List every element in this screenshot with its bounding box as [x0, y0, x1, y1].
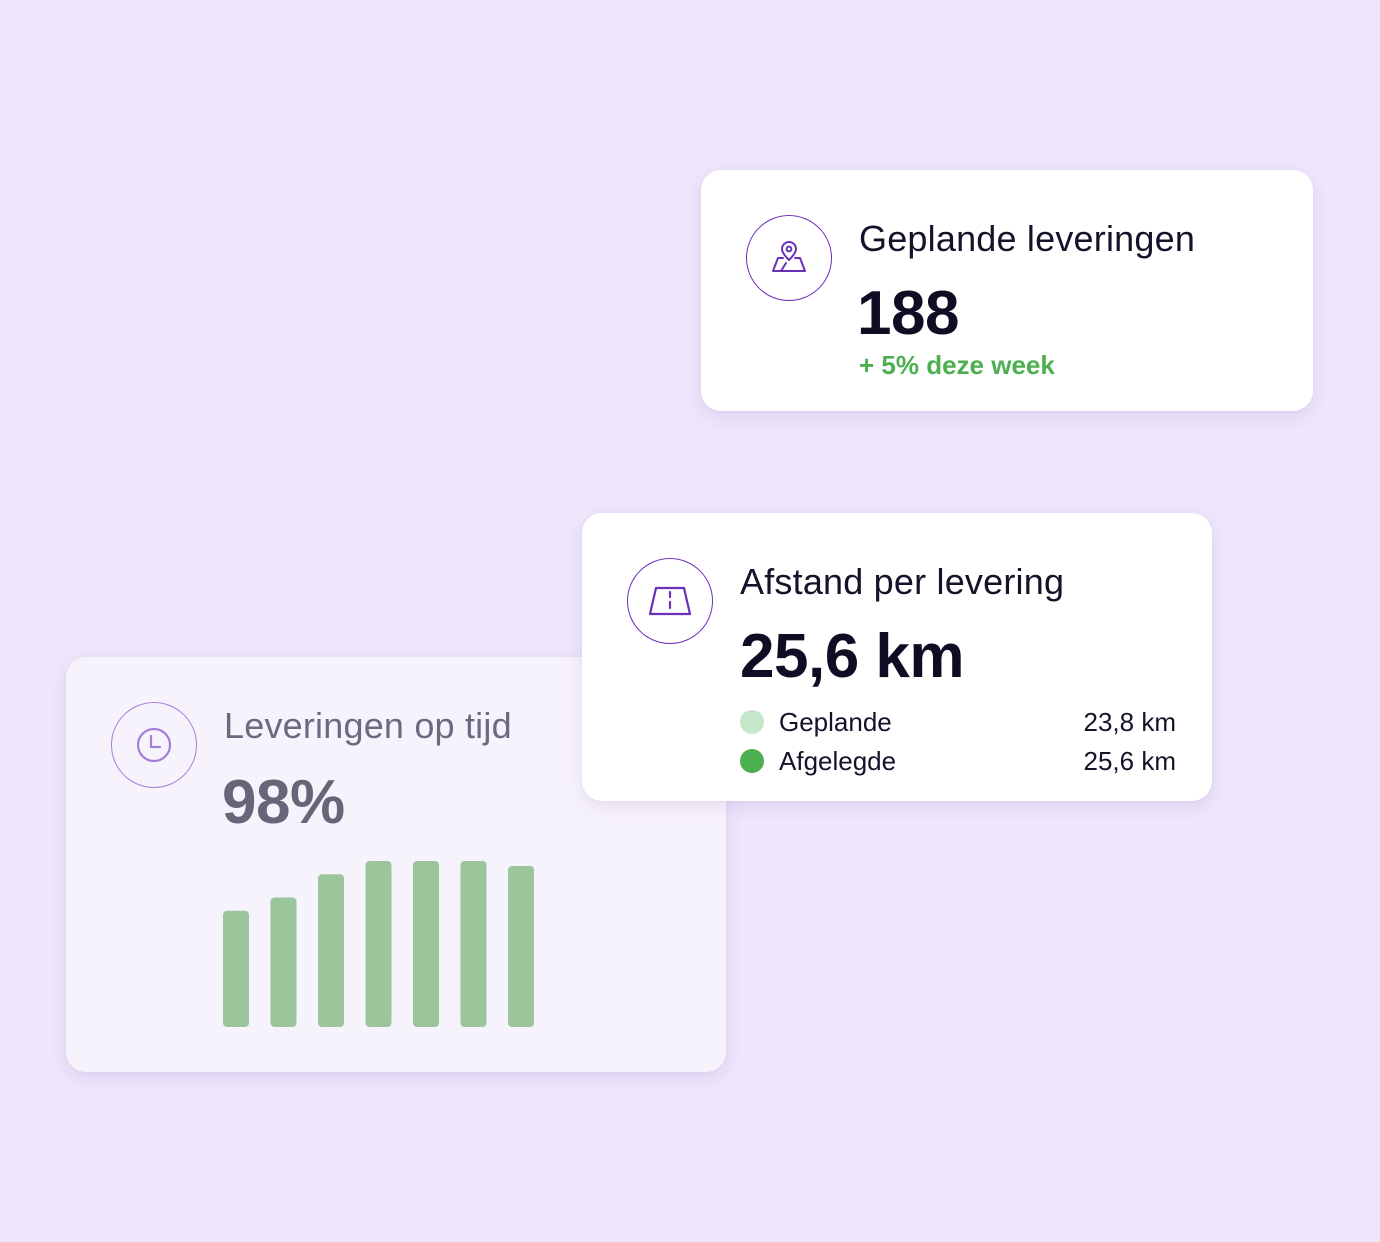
on-time-bar-chart — [223, 861, 534, 1027]
legend-row-planned: Geplande 23,8 km — [740, 705, 1176, 739]
distance-title: Afstand per levering — [740, 561, 1065, 602]
chart-bar — [508, 865, 534, 1027]
legend-label-traveled: Afgelegde — [779, 745, 897, 776]
on-time-deliveries-title: Leveringen op tijd — [224, 705, 512, 746]
chart-bar — [460, 861, 487, 1027]
distance-per-delivery-card: Afstand per levering 25,6 km Geplande 23… — [582, 513, 1212, 801]
legend-value-planned: 23,8 km — [1083, 706, 1177, 737]
planned-legend-dot — [740, 710, 764, 734]
road-icon — [627, 558, 713, 644]
legend-row-traveled: Afgelegde 25,6 km — [740, 744, 1176, 778]
chart-bar — [365, 861, 392, 1027]
planned-deliveries-card: Geplande leveringen 188 + 5% deze week — [701, 170, 1313, 411]
chart-bar — [223, 910, 249, 1027]
clock-icon — [111, 702, 197, 788]
planned-deliveries-value: 188 — [857, 279, 959, 348]
planned-deliveries-title: Geplande leveringen — [859, 218, 1196, 259]
legend-value-traveled: 25,6 km — [1083, 745, 1177, 776]
chart-bar — [270, 897, 297, 1027]
legend-label-planned: Geplande — [779, 706, 892, 737]
chart-bar — [318, 874, 344, 1027]
on-time-deliveries-value: 98% — [222, 768, 345, 837]
traveled-legend-dot — [740, 749, 764, 773]
planned-deliveries-delta: + 5% deze week — [859, 350, 1055, 380]
distance-value: 25,6 km — [740, 622, 965, 691]
map-pin-icon — [746, 215, 832, 301]
chart-bar — [413, 861, 439, 1027]
